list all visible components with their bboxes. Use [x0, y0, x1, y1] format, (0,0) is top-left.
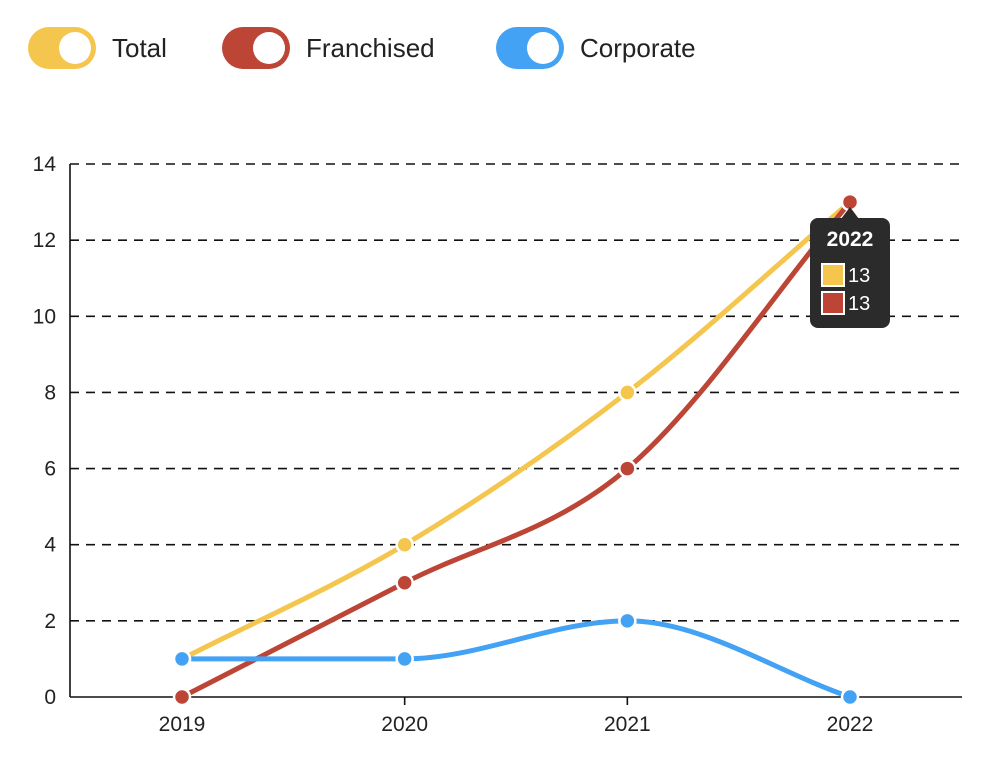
legend-label: Franchised [306, 33, 435, 63]
y-tick-label: 10 [33, 305, 56, 328]
data-point-total-2021[interactable] [618, 383, 637, 402]
x-tick-label: 2021 [604, 713, 651, 736]
x-tick-label: 2020 [381, 713, 428, 736]
data-point-franchised-2021[interactable] [618, 459, 637, 478]
tooltip-swatch [821, 263, 845, 287]
tooltip: 2022 13 13 [810, 207, 890, 328]
tooltip-title: 2022 [827, 228, 874, 251]
series-points [172, 192, 860, 707]
data-point-corporate-2019[interactable] [172, 649, 192, 669]
y-tick-label: 8 [44, 381, 56, 404]
tooltip-value: 13 [848, 293, 870, 315]
x-axis-tick-labels: 2019 2020 2021 2022 [159, 713, 874, 736]
legend-toggle-knob[interactable] [59, 32, 91, 64]
series-lines [179, 199, 853, 700]
legend-toggle-knob[interactable] [527, 32, 559, 64]
legend-item-franchised[interactable]: Franchised [222, 27, 435, 69]
data-point-total-2020[interactable] [395, 535, 414, 554]
legend-label: Corporate [580, 33, 696, 63]
tooltip-swatch [821, 291, 845, 315]
legend-toggle-knob[interactable] [253, 32, 285, 64]
legend-item-total[interactable]: Total [28, 27, 167, 69]
legend: Total Franchised Corporate [28, 27, 696, 69]
y-tick-label: 2 [44, 610, 56, 633]
legend-item-corporate[interactable]: Corporate [496, 27, 696, 69]
data-point-corporate-2021[interactable] [618, 611, 637, 631]
data-point-franchised-2019[interactable] [172, 687, 192, 707]
data-point-franchised-2020[interactable] [395, 573, 414, 593]
x-tick-label: 2022 [827, 713, 874, 736]
data-point-corporate-2022[interactable] [840, 687, 860, 707]
legend-label: Total [112, 33, 167, 63]
x-tick-label: 2019 [159, 713, 206, 736]
y-tick-label: 0 [44, 686, 56, 709]
y-tick-label: 12 [33, 229, 56, 252]
series-line-franchised [179, 199, 853, 700]
y-tick-label: 14 [33, 153, 57, 176]
series-line-corporate [179, 618, 853, 700]
data-point-corporate-2020[interactable] [395, 649, 414, 669]
y-tick-label: 4 [44, 534, 56, 557]
series-line-total [179, 199, 853, 662]
y-axis-tick-labels: 0 2 4 6 8 10 12 14 [33, 153, 57, 709]
y-tick-label: 6 [44, 458, 56, 481]
tooltip-value: 13 [848, 265, 870, 287]
tooltip-arrow [841, 207, 860, 219]
